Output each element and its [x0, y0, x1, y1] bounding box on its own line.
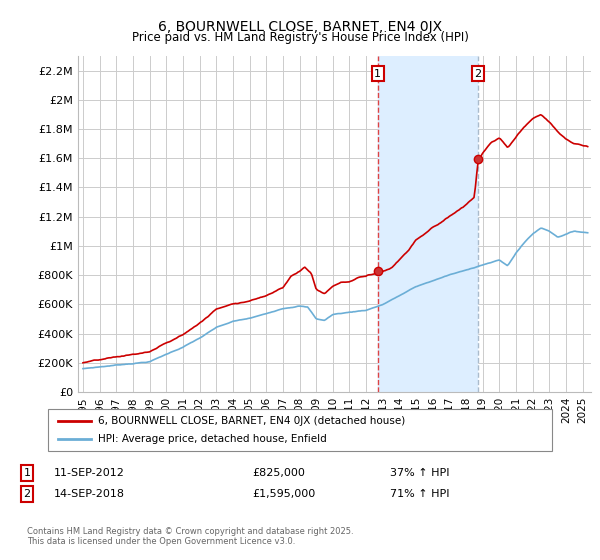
Text: 1: 1 [374, 68, 382, 78]
Text: 6, BOURNWELL CLOSE, BARNET, EN4 0JX: 6, BOURNWELL CLOSE, BARNET, EN4 0JX [158, 20, 442, 34]
Text: 2: 2 [23, 489, 31, 499]
Text: 11-SEP-2012: 11-SEP-2012 [54, 468, 125, 478]
Text: 37% ↑ HPI: 37% ↑ HPI [390, 468, 449, 478]
Text: 71% ↑ HPI: 71% ↑ HPI [390, 489, 449, 499]
Text: 1: 1 [23, 468, 31, 478]
Text: 14-SEP-2018: 14-SEP-2018 [54, 489, 125, 499]
Text: HPI: Average price, detached house, Enfield: HPI: Average price, detached house, Enfi… [98, 434, 327, 444]
Text: 6, BOURNWELL CLOSE, BARNET, EN4 0JX (detached house): 6, BOURNWELL CLOSE, BARNET, EN4 0JX (det… [98, 416, 406, 426]
Text: £1,595,000: £1,595,000 [252, 489, 315, 499]
Text: Price paid vs. HM Land Registry's House Price Index (HPI): Price paid vs. HM Land Registry's House … [131, 31, 469, 44]
Text: Contains HM Land Registry data © Crown copyright and database right 2025.
This d: Contains HM Land Registry data © Crown c… [27, 526, 353, 546]
Text: £825,000: £825,000 [252, 468, 305, 478]
FancyBboxPatch shape [48, 409, 552, 451]
Text: 2: 2 [475, 68, 481, 78]
